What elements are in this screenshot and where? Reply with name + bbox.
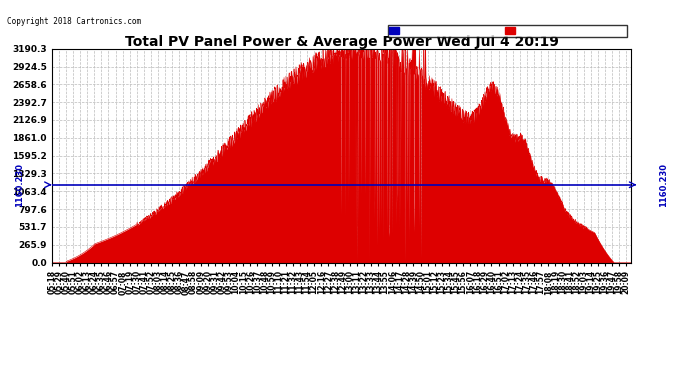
Text: 1160.230: 1160.230 (659, 163, 668, 207)
Text: 1160.230: 1160.230 (15, 163, 24, 207)
Legend: Average  (DC Watts), PV Panels  (DC Watts): Average (DC Watts), PV Panels (DC Watts) (388, 25, 627, 38)
Text: Copyright 2018 Cartronics.com: Copyright 2018 Cartronics.com (7, 17, 141, 26)
Title: Total PV Panel Power & Average Power Wed Jul 4 20:19: Total PV Panel Power & Average Power Wed… (125, 35, 558, 49)
